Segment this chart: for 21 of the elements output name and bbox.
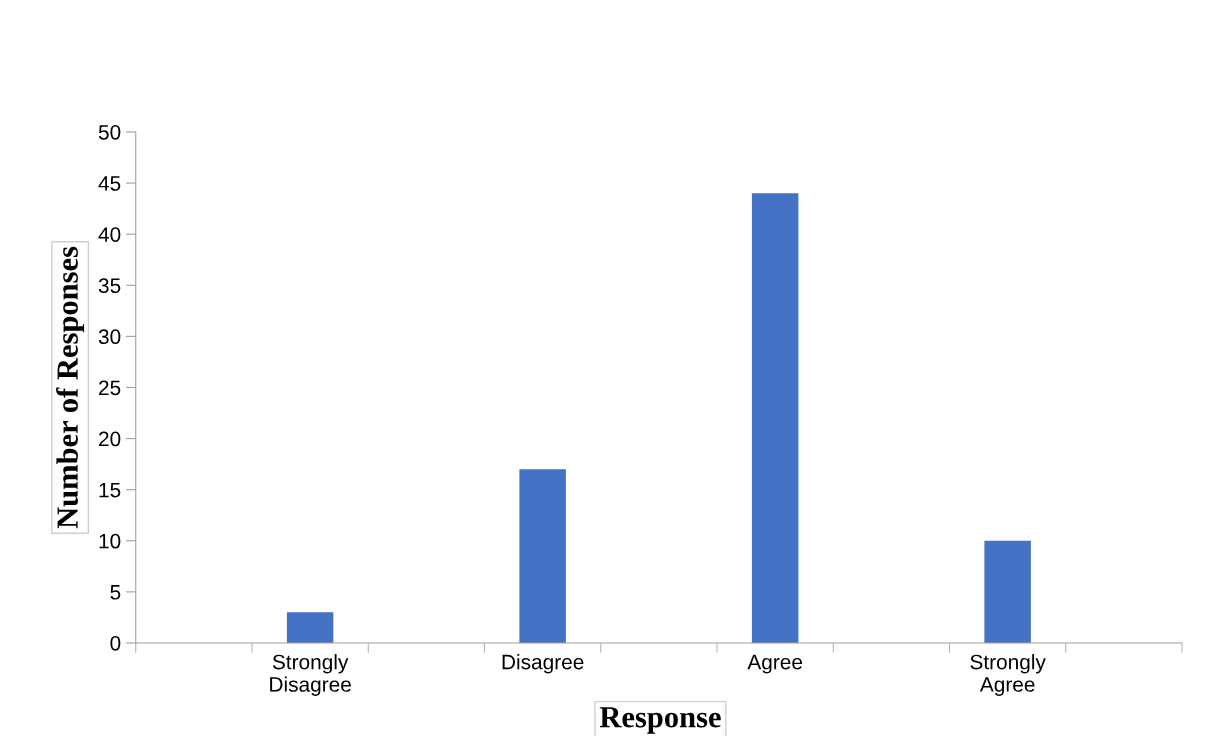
y-tick-label: 25 xyxy=(99,380,121,396)
x-axis-title: Response xyxy=(599,707,721,734)
bar xyxy=(751,193,799,643)
bar xyxy=(984,540,1031,643)
y-tick-label: 10 xyxy=(99,533,121,549)
x-tick-label: Strongly Disagree xyxy=(270,654,351,696)
y-tick-label: 40 xyxy=(98,227,121,242)
x-tick-label: Disagree xyxy=(502,654,584,674)
y-axis-title: Number of Responses xyxy=(56,246,85,529)
y-tick-label: 15 xyxy=(99,482,121,498)
y-tick-label: 5 xyxy=(110,585,121,600)
y-tick-label: 20 xyxy=(99,431,121,447)
x-tick-label: Agree xyxy=(747,654,803,674)
x-tick-label: Strongly Agree xyxy=(970,654,1046,696)
bar xyxy=(286,612,334,643)
y-tick-label: 0 xyxy=(110,635,121,651)
y-tick-label: 50 xyxy=(98,124,121,140)
y-tick-label: 30 xyxy=(98,329,121,345)
y-tick-label: 45 xyxy=(98,176,121,191)
bar xyxy=(519,469,566,643)
y-tick-label: 35 xyxy=(98,278,121,294)
